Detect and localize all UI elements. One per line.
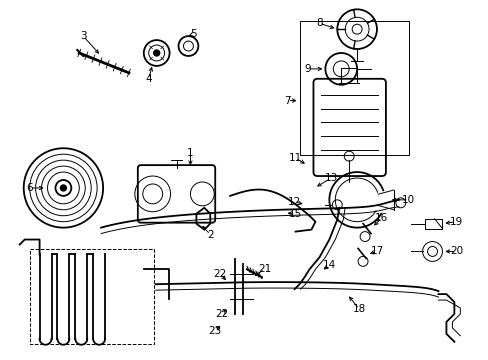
Circle shape xyxy=(61,185,66,191)
Text: 14: 14 xyxy=(322,260,335,270)
Text: 11: 11 xyxy=(288,153,302,163)
Text: 12: 12 xyxy=(287,197,301,207)
Text: 19: 19 xyxy=(449,217,462,227)
Text: 13: 13 xyxy=(324,173,337,183)
Text: 10: 10 xyxy=(401,195,414,205)
Text: 22: 22 xyxy=(213,269,226,279)
Text: 9: 9 xyxy=(304,64,310,74)
Text: 6: 6 xyxy=(26,183,33,193)
Text: 18: 18 xyxy=(352,304,365,314)
Text: 4: 4 xyxy=(145,74,152,84)
Bar xyxy=(424,219,442,229)
Text: 23: 23 xyxy=(208,326,222,336)
Bar xyxy=(30,249,153,344)
Text: 3: 3 xyxy=(80,31,86,41)
Circle shape xyxy=(153,50,160,56)
Text: 20: 20 xyxy=(449,247,462,256)
Text: 2: 2 xyxy=(206,230,213,239)
Text: 5: 5 xyxy=(190,29,196,39)
Text: 16: 16 xyxy=(374,213,388,223)
Text: 22: 22 xyxy=(215,309,228,319)
Text: 1: 1 xyxy=(187,148,193,158)
Bar xyxy=(299,21,408,155)
Text: 15: 15 xyxy=(288,209,302,219)
Text: 7: 7 xyxy=(284,96,290,105)
Text: 21: 21 xyxy=(258,264,271,274)
Text: 17: 17 xyxy=(369,247,383,256)
Text: 8: 8 xyxy=(315,18,322,28)
